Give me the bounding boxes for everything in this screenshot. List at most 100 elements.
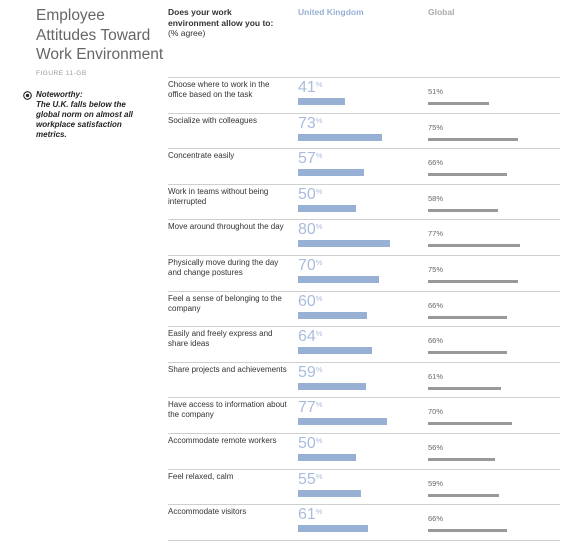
uk-value-label: 59% — [298, 363, 323, 381]
question-main: Does your work environment allow you to: — [168, 7, 274, 28]
global-bar — [428, 458, 496, 461]
uk-value-number: 73 — [298, 114, 316, 132]
row-label: Choose where to work in the office based… — [168, 80, 270, 99]
global-value-label: 59% — [428, 478, 444, 488]
row-divider — [168, 539, 560, 541]
uk-value-percent: % — [315, 258, 323, 267]
global-bar — [428, 244, 521, 248]
row-label: Work in teams without being interrupted — [168, 186, 269, 206]
global-value-label: 75% — [428, 265, 444, 274]
uk-bar — [298, 418, 387, 426]
uk-bar — [298, 98, 346, 105]
global-bar — [428, 529, 508, 533]
row-divider — [168, 183, 560, 185]
global-value-label: 75% — [428, 122, 444, 132]
row-divider — [168, 255, 560, 256]
global-bar — [428, 173, 508, 177]
uk-value-percent: % — [315, 436, 323, 445]
global-value-label: 61% — [428, 371, 444, 381]
row-label: Accommodate remote workers — [168, 436, 277, 445]
uk-value-number: 50 — [298, 185, 316, 203]
row-divider — [168, 148, 560, 150]
row-divider — [168, 468, 560, 470]
global-bar — [428, 102, 490, 105]
global-bar — [428, 386, 502, 390]
note-heading: Noteworthy: — [36, 90, 83, 99]
global-value-label: 58% — [428, 193, 444, 203]
row-label: Move around throughout the day — [168, 222, 284, 232]
note-text: The U.K. falls below the global norm on … — [36, 100, 133, 139]
global-value-label: 77% — [428, 229, 444, 239]
uk-bar — [298, 276, 379, 283]
uk-value-percent: % — [315, 293, 323, 303]
global-bar — [428, 315, 508, 319]
global-bar — [428, 493, 499, 497]
noteworthy-icon — [23, 91, 32, 100]
uk-value-percent: % — [315, 151, 323, 161]
row-label: Socialize with colleagues — [168, 115, 257, 125]
uk-value-percent: % — [315, 471, 323, 481]
uk-bar — [298, 133, 382, 141]
uk-bar — [298, 311, 367, 319]
uk-value-label: 50% — [298, 436, 322, 452]
uk-value-number: 80 — [298, 221, 316, 239]
uk-value-percent: % — [315, 329, 323, 339]
uk-value-number: 59 — [298, 363, 316, 381]
uk-value-number: 61 — [298, 506, 316, 524]
uk-value-number: 77 — [298, 399, 316, 417]
uk-value-percent: % — [315, 186, 323, 196]
uk-value-percent: % — [315, 364, 323, 374]
row-divider — [168, 433, 560, 434]
row-label: Have access to information about the com… — [168, 400, 287, 420]
uk-value-number: 55 — [298, 470, 316, 488]
uk-value-number: 64 — [298, 328, 316, 346]
uk-value-percent: % — [315, 80, 323, 89]
row-divider — [168, 504, 560, 506]
uk-value-number: 50 — [298, 435, 316, 452]
row-label: Physically move during the day and chang… — [168, 258, 279, 277]
uk-value-number: 41 — [298, 79, 316, 96]
uk-bar — [298, 169, 364, 177]
global-value-label: 66% — [428, 514, 444, 524]
uk-column-header: United Kingdom — [298, 7, 364, 17]
uk-value-label: 73% — [298, 114, 323, 132]
uk-value-label: 55% — [298, 470, 323, 488]
global-bar — [428, 280, 518, 283]
uk-value-number: 70 — [298, 257, 316, 274]
global-bar — [428, 422, 512, 426]
global-value-label: 70% — [428, 407, 444, 417]
uk-value-label: 70% — [298, 258, 322, 274]
uk-bar — [298, 454, 356, 461]
row-label: Easily and freely express and share idea… — [168, 329, 273, 349]
uk-value-percent: % — [315, 222, 323, 232]
global-bar — [428, 351, 508, 355]
uk-bar — [298, 525, 369, 533]
uk-value-number: 60 — [298, 292, 316, 310]
row-label: Concentrate easily — [168, 151, 235, 161]
global-value-label: 66% — [428, 300, 444, 310]
row-label: Feel relaxed, calm — [168, 471, 234, 481]
row-label: Accommodate visitors — [168, 507, 247, 517]
uk-bar — [298, 489, 362, 497]
global-value-label: 66% — [428, 158, 444, 168]
global-column-header: Global — [428, 7, 455, 17]
survey-question: Does your work environment allow you to:… — [168, 7, 280, 39]
uk-value-number: 57 — [298, 150, 316, 168]
global-value-label: 51% — [428, 87, 444, 96]
global-bar — [428, 208, 498, 212]
uk-value-label: 60% — [298, 292, 323, 310]
row-divider — [168, 361, 560, 363]
uk-value-label: 61% — [298, 507, 322, 523]
row-divider — [168, 112, 560, 114]
uk-bar — [298, 204, 356, 212]
row-divider — [168, 290, 560, 292]
uk-value-label: 80% — [298, 222, 322, 238]
uk-bar — [298, 240, 390, 248]
uk-bar — [298, 347, 372, 355]
uk-value-percent: % — [315, 115, 323, 125]
figure-label: FIGURE 11-GB — [36, 70, 87, 77]
uk-value-label: 77% — [298, 400, 322, 416]
row-label: Share projects and achievements — [168, 364, 287, 374]
global-bar — [428, 137, 518, 141]
uk-value-label: 64% — [298, 329, 322, 345]
